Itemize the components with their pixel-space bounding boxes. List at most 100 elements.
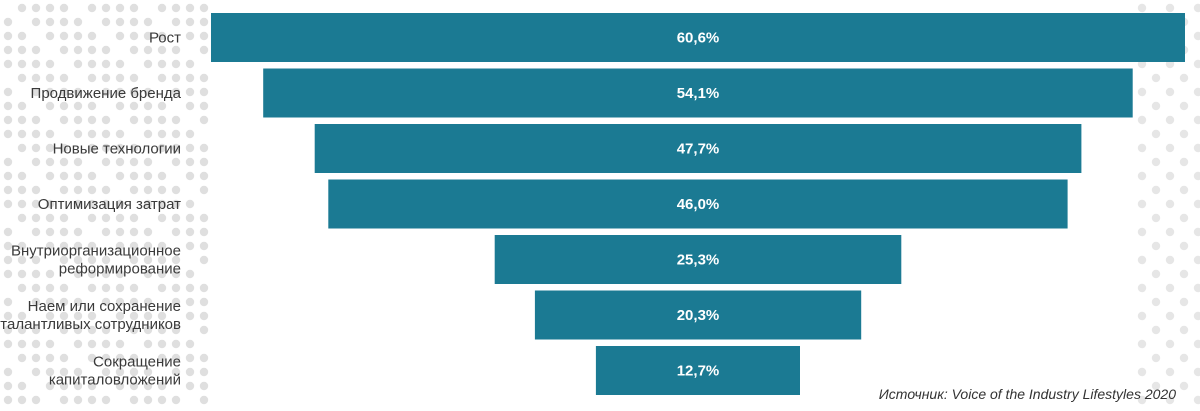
background-dot [115,143,125,153]
background-dot [143,269,153,279]
background-dot [1193,31,1200,41]
background-dot [101,213,111,223]
background-dot [129,157,139,167]
background-dot [1193,87,1200,97]
background-dot [31,353,41,363]
background-dot [143,17,153,27]
background-dot [1179,353,1189,363]
background-dot [157,3,167,13]
value-label: 12,7% [677,363,720,380]
background-dot [199,87,209,97]
background-dot [45,199,55,209]
background-dot [157,269,167,279]
background-dot [171,269,181,279]
background-dot [1165,171,1175,181]
background-dot [143,241,153,251]
category-label-line: Оптимизация затрат [38,196,181,213]
category-label-line: капиталовложений [49,372,181,389]
background-dot [45,143,55,153]
background-dot [1137,115,1147,125]
background-dot [59,17,69,27]
background-dot [129,143,139,153]
category-label-line: талантливых сотрудников [0,316,181,333]
background-dot [157,143,167,153]
background-dot [1165,311,1175,321]
background-dot [73,269,83,279]
background-dot [1165,199,1175,209]
background-dot [143,129,153,139]
background-dot [17,101,27,111]
background-dot [157,395,167,405]
background-dot [101,73,111,83]
background-dot [143,311,153,321]
source-note: Источник: Voice of the Industry Lifestyl… [879,386,1176,402]
background-dot [3,59,13,69]
background-dot [115,269,125,279]
background-dot [171,199,181,209]
background-dot [129,241,139,251]
background-dot [87,185,97,195]
value-label: 60,6% [677,30,720,47]
background-dot [1137,283,1147,293]
background-dot [1179,381,1189,391]
background-dot [115,31,125,41]
background-dot [157,185,167,195]
background-dot [1193,339,1200,349]
background-dot [1151,241,1161,251]
background-dot [101,45,111,55]
category-label-line: Сокращение [93,354,181,371]
background-dot [87,45,97,55]
background-dot [185,381,195,391]
background-dot [59,241,69,251]
background-dot [101,325,111,335]
background-dot [129,171,139,181]
background-dot [3,17,13,27]
background-dot [3,101,13,111]
background-dot [171,367,181,377]
background-dot [185,59,195,69]
background-dot [199,45,209,55]
background-dot [129,3,139,13]
background-dot [17,31,27,41]
background-dot [1193,311,1200,321]
background-dot [17,199,27,209]
background-dot [31,269,41,279]
background-dot [101,3,111,13]
background-dot [45,157,55,167]
category-label: Оптимизация затрат [38,196,181,213]
background-dot [143,171,153,181]
background-dot [185,367,195,377]
background-dot [45,311,55,321]
background-dot [31,3,41,13]
background-dot [129,381,139,391]
background-dot [73,255,83,265]
value-label: 46,0% [677,196,720,213]
background-dot [73,45,83,55]
background-dot [157,199,167,209]
background-dot [17,395,27,405]
background-dot [45,31,55,41]
background-dot [3,269,13,279]
background-dot [157,311,167,321]
background-dot [1137,311,1147,321]
background-dot [199,311,209,321]
background-dot [101,129,111,139]
background-dot [1193,143,1200,153]
background-dot [199,283,209,293]
background-dot [1193,367,1200,377]
value-label-group: 60,6% 54,1% 47,7% 46,0% 25,3% 20,3% 12,7% [677,30,720,380]
background-dot [59,143,69,153]
value-label: 20,3% [677,307,720,324]
category-label-line: Продвижение бренда [31,85,182,102]
background-dot [31,339,41,349]
background-dot [3,171,13,181]
background-dot [45,353,55,363]
background-dot [171,17,181,27]
background-dot [17,73,27,83]
background-dot [171,213,181,223]
background-dot [185,171,195,181]
background-dot [73,297,83,307]
background-dot [73,59,83,69]
background-dot [87,115,97,125]
